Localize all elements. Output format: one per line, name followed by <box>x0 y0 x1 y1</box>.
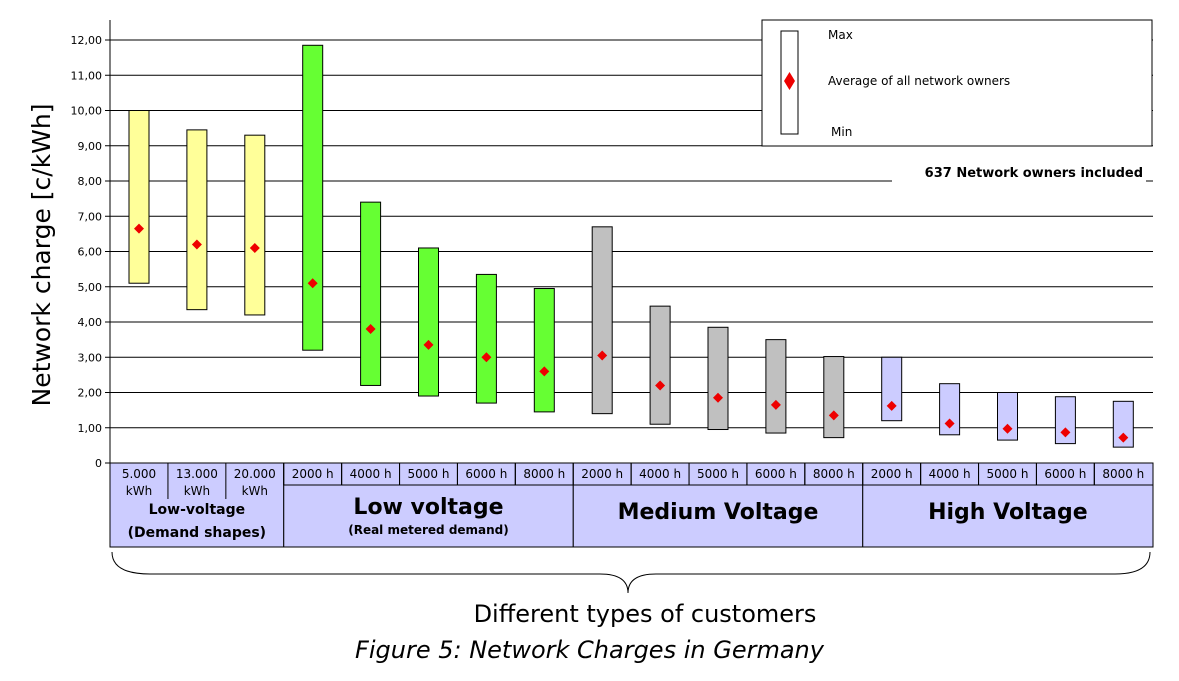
range-bar <box>765 339 787 434</box>
category-band: Low-voltage (Demand shapes) Low voltage (Re… <box>109 462 1154 548</box>
average-marker <box>191 239 202 250</box>
average-marker <box>1002 423 1013 434</box>
category-label: 6000 h <box>1044 467 1086 481</box>
legend-diamond-icon <box>784 72 795 90</box>
range-bar <box>997 392 1018 441</box>
category-label: 5000 h <box>697 467 739 481</box>
category-label: 5000 h <box>408 467 450 481</box>
category-label: 8000 h <box>813 467 855 481</box>
y-tick-label: 6,00 <box>78 246 103 259</box>
category-unit-label: kWh <box>184 484 210 498</box>
x-axis-title: Different types of customers <box>474 600 817 628</box>
category-label: 5.000 <box>122 467 156 481</box>
average-marker <box>944 418 955 429</box>
category-label: 13.000 <box>176 467 218 481</box>
category-label: 4000 h <box>929 467 971 481</box>
y-tick-label: 12,00 <box>71 34 103 47</box>
group-label: High Voltage <box>928 500 1088 525</box>
average-marker <box>307 278 318 289</box>
average-marker <box>249 242 260 253</box>
figure-caption: Figure 5: Network Charges in Germany <box>355 636 824 664</box>
y-tick-label: 2,00 <box>78 387 103 400</box>
y-tick-label: 3,00 <box>78 351 103 364</box>
category-label: 2000 h <box>292 467 334 481</box>
category-label: 8000 h <box>1102 467 1144 481</box>
average-marker <box>1118 432 1129 443</box>
average-marker <box>1060 427 1071 438</box>
annotation-background <box>892 162 1146 182</box>
range-bar <box>881 356 903 422</box>
category-label: 5000 h <box>987 467 1029 481</box>
average-marker <box>365 324 376 335</box>
legend-max-label: Max <box>828 28 853 42</box>
average-marker <box>770 399 781 410</box>
legend-min-label: Min <box>831 125 852 139</box>
category-label: 4000 h <box>639 467 681 481</box>
y-tick-label: 1,00 <box>78 422 103 435</box>
range-bar <box>823 356 845 439</box>
legend-box <box>761 19 1153 147</box>
average-marker <box>886 400 897 411</box>
range-bar <box>591 226 613 415</box>
range-bar <box>1112 400 1134 448</box>
range-bar <box>186 129 208 311</box>
y-tick-label: 9,00 <box>78 140 103 153</box>
range-bar <box>533 288 555 413</box>
category-label: 4000 h <box>350 467 392 481</box>
range-bar <box>244 134 266 316</box>
category-label: 20.000 <box>234 467 276 481</box>
group-sublabel: (Demand shapes) <box>128 525 266 541</box>
y-tick-label: 0 <box>95 457 102 470</box>
y-tick-label: 11,00 <box>71 69 103 82</box>
range-bar <box>302 44 324 351</box>
average-marker <box>481 352 492 363</box>
category-label: 2000 h <box>581 467 623 481</box>
category-unit-label: kWh <box>242 484 268 498</box>
range-bar <box>128 110 150 284</box>
average-marker <box>597 350 608 361</box>
average-marker <box>655 380 666 391</box>
y-tick-label: 8,00 <box>78 175 103 188</box>
average-marker <box>134 223 144 234</box>
average-marker <box>713 392 723 403</box>
network-owners-annotation: 637 Network owners included <box>925 166 1143 181</box>
range-bar <box>475 273 497 404</box>
range-bar <box>360 201 382 386</box>
range-bar <box>939 383 961 436</box>
range-bar <box>707 326 729 431</box>
y-tick-label: 4,00 <box>78 316 103 329</box>
y-tick-label: 7,00 <box>78 210 103 223</box>
y-axis-title: Network charge [c/kWh] <box>27 104 56 407</box>
category-unit-label: kWh <box>126 484 152 498</box>
y-tick-label: 5,00 <box>78 281 103 294</box>
range-bar <box>418 247 439 397</box>
group-label: Low voltage <box>353 495 503 520</box>
average-marker <box>828 410 839 421</box>
range-bar <box>1054 396 1076 445</box>
legend-avg-label: Average of all network owners <box>828 74 1010 88</box>
group-label: Medium Voltage <box>618 500 819 525</box>
group-sublabel: (Real metered demand) <box>348 523 509 537</box>
range-bar <box>649 305 671 425</box>
category-label: 6000 h <box>465 467 507 481</box>
network-charge-chart: 0 1,00 2,00 3,00 4,00 5,00 6,00 7,00 8,00 9,00 10,… <box>27 19 1154 628</box>
group-box <box>109 462 285 548</box>
group-label: Low-voltage <box>149 502 245 518</box>
category-label: 8000 h <box>523 467 565 481</box>
legend: Max Average of all network owners Min <box>761 19 1153 147</box>
y-tick-label: 10,00 <box>71 105 103 118</box>
category-label: 2000 h <box>871 467 913 481</box>
y-axis-ticks: 0 1,00 2,00 3,00 4,00 5,00 6,00 7,00 8,00 9,00 10,… <box>71 34 110 470</box>
average-marker <box>423 339 434 350</box>
category-label: 6000 h <box>755 467 797 481</box>
average-marker <box>539 366 550 377</box>
customer-brace <box>111 551 1151 594</box>
range-bars <box>128 44 1134 448</box>
